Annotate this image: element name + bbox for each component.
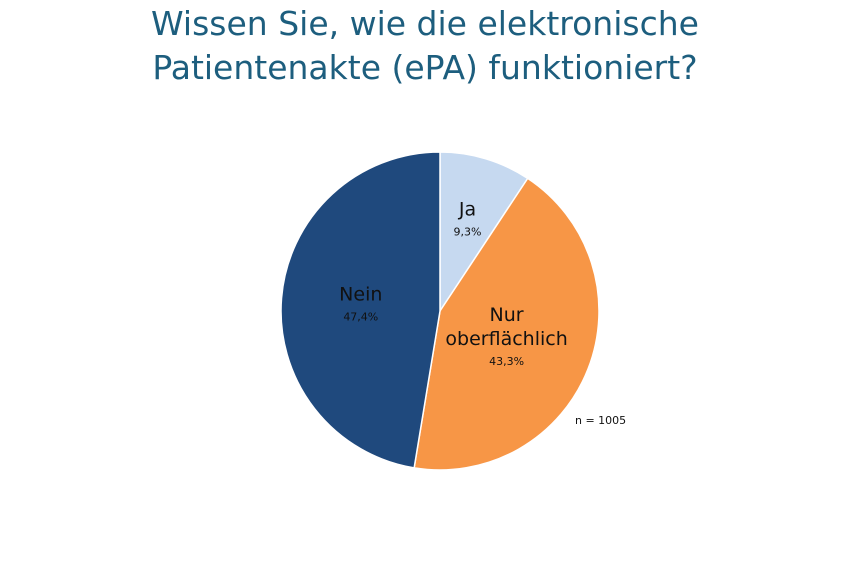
chart-title: Wissen Sie, wie die elektronische Patien… — [0, 2, 850, 90]
slice-label: Nur — [490, 304, 524, 326]
sample-size-note: n = 1005 — [575, 414, 626, 427]
chart-title-line-2: Patientenakte (ePA) funktioniert? — [152, 48, 698, 87]
slice-label: Nein — [339, 284, 382, 306]
pie-slices — [280, 151, 600, 471]
slice-value-label: 9,3% — [454, 226, 482, 239]
pie-slice-nur-oberflächlich — [413, 177, 600, 471]
pie-slice-ja — [439, 151, 529, 314]
pie-slice-nein — [280, 151, 441, 469]
slice-value-label: 43,3% — [489, 355, 524, 368]
chart-title-line-1: Wissen Sie, wie die elektronische — [151, 4, 699, 43]
slice-label: Ja — [458, 199, 476, 221]
slice-label: oberflächlich — [445, 328, 567, 350]
slice-value-label: 47,4% — [343, 311, 378, 324]
